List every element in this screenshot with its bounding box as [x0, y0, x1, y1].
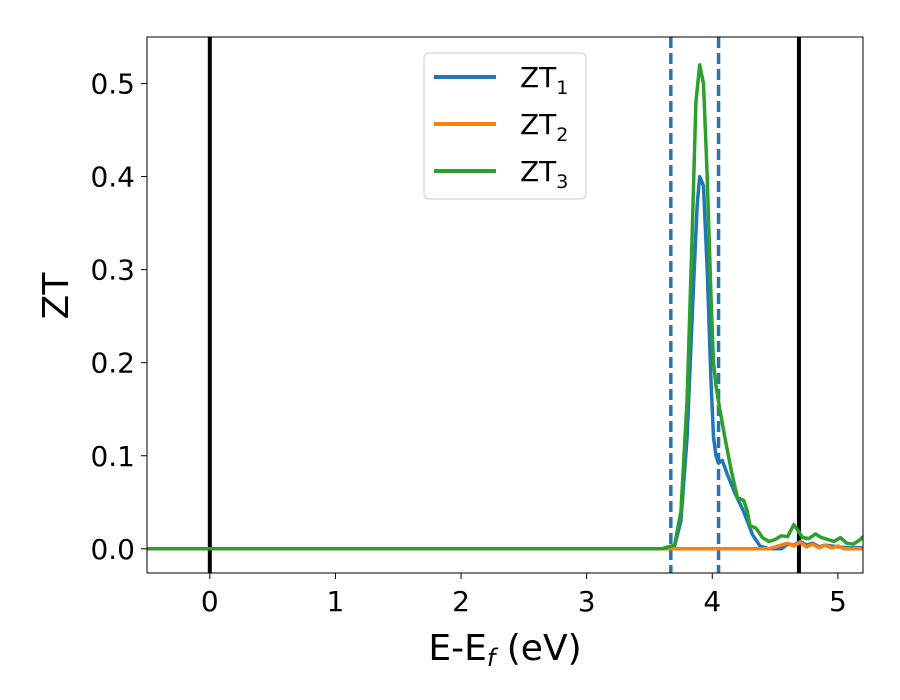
y-tick-label: 0.1: [90, 440, 135, 473]
x-tick-label: 4: [703, 585, 721, 618]
legend-box: [423, 52, 587, 200]
y-tick-label: 0.2: [90, 347, 135, 380]
series-line-zt3: [147, 63, 863, 551]
legend: ZT1 ZT2 ZT3: [423, 52, 587, 200]
y-tick-label: 0.3: [90, 254, 135, 287]
y-tick-label: 0.0: [90, 533, 135, 566]
y-tick-label: 0.4: [90, 161, 135, 194]
x-tick-label: 1: [327, 585, 345, 618]
legend-label-zt2: ZT2: [520, 108, 568, 146]
legend-label-zt3: ZT3: [520, 155, 568, 193]
x-tick-label: 0: [201, 585, 219, 618]
y-tick-label: 0.5: [90, 68, 135, 101]
series-line-zt2: [147, 540, 863, 551]
legend-label-zt1: ZT1: [520, 61, 568, 99]
plot-frame: [146, 36, 864, 574]
x-axis-title: E-Ef (eV): [428, 628, 581, 672]
x-tick-label: 5: [829, 585, 847, 618]
x-tick-label: 3: [578, 585, 596, 618]
x-axis-title-main: E-E: [428, 628, 486, 669]
x-axis-title-unit: (eV): [495, 628, 581, 669]
x-tick-label: 2: [452, 585, 470, 618]
y-axis-title: ZT: [36, 272, 77, 320]
